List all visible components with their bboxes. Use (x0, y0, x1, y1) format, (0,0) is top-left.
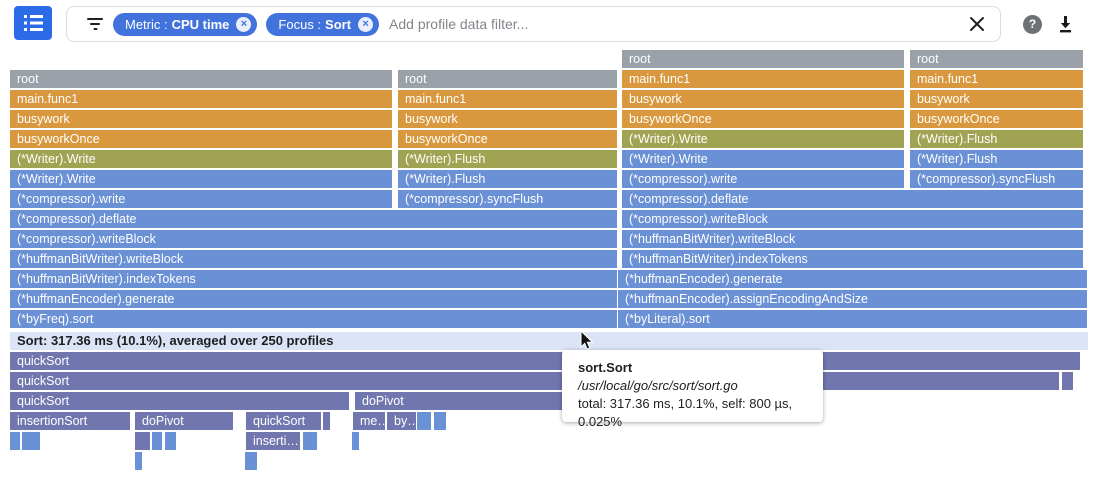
flame-frame[interactable]: doPivot (135, 412, 233, 430)
flame-frame[interactable]: busywork (398, 110, 617, 128)
flame-frame[interactable]: busywork (622, 90, 904, 108)
mouse-cursor (580, 330, 594, 350)
flame-frame[interactable]: (*huffmanBitWriter).indexTokens (622, 250, 1083, 268)
flame-frame[interactable]: (*Writer).Flush (910, 130, 1083, 148)
flame-frame[interactable] (303, 432, 310, 450)
flame-frame[interactable]: quickSort (10, 352, 1080, 370)
download-icon[interactable] (1056, 14, 1075, 38)
flame-frame[interactable]: (*huffmanEncoder).generate (618, 270, 1087, 288)
flame-frame[interactable] (250, 452, 257, 470)
chip-focus-value: Sort (325, 16, 352, 32)
flame-frame[interactable]: (*huffmanBitWriter).writeBlock (10, 250, 617, 268)
flame-frame[interactable]: (*Writer).Write (622, 130, 904, 148)
profile-list-button[interactable] (14, 6, 52, 40)
flame-frame[interactable] (434, 412, 441, 430)
flame-frame[interactable]: main.func1 (910, 70, 1083, 88)
flame-frame[interactable]: (*Writer).Write (10, 150, 392, 168)
chip-metric-value: CPU time (171, 16, 230, 32)
flame-frame[interactable] (33, 432, 40, 450)
filter-chip-metric[interactable]: Metric : CPU time × (113, 12, 258, 36)
filter-input[interactable] (389, 16, 969, 32)
flame-frame[interactable]: busyworkOnce (622, 110, 904, 128)
flame-frame[interactable]: (*compressor).syncFlush (910, 170, 1083, 188)
flame-frame[interactable]: me… (353, 412, 385, 430)
clear-filters-icon[interactable] (969, 16, 985, 32)
chip-focus-remove-icon[interactable]: × (358, 16, 374, 32)
flame-frame[interactable] (152, 432, 162, 450)
flame-frame[interactable]: busywork (910, 90, 1083, 108)
flame-frame[interactable]: quickSort (10, 392, 349, 410)
flame-frame[interactable]: (*Writer).Flush (398, 150, 617, 168)
flame-frame[interactable] (135, 432, 150, 450)
chip-focus-label: Focus : (278, 16, 322, 32)
tooltip-source-path: /usr/local/go/src/sort/sort.go (578, 378, 738, 393)
flame-frame[interactable]: (*huffmanBitWriter).writeBlock (622, 230, 1083, 248)
flame-frame[interactable]: busyworkOnce (910, 110, 1083, 128)
flame-frame[interactable]: (*Writer).Write (622, 150, 904, 168)
tooltip-stats: total: 317.36 ms, 10.1%, self: 800 µs, 0… (578, 396, 793, 429)
flame-frame[interactable]: (*huffmanEncoder).assignEncodingAndSize (618, 290, 1087, 308)
flame-frame[interactable]: by… (387, 412, 416, 430)
flame-frame[interactable]: (*compressor).syncFlush (398, 190, 617, 208)
chip-metric-remove-icon[interactable]: × (236, 16, 252, 32)
flame-frame[interactable] (310, 432, 317, 450)
toolbar: Metric : CPU time × Focus : Sort × ? (0, 0, 1096, 48)
tooltip-function-name: sort.Sort (578, 360, 633, 375)
view-list-icon (23, 15, 43, 31)
flame-frame[interactable] (169, 432, 176, 450)
flame-frame[interactable] (135, 452, 142, 470)
flame-frame[interactable] (245, 452, 252, 470)
flame-frame[interactable]: root (910, 50, 1083, 68)
flame-frame[interactable]: quickSort (10, 372, 1059, 390)
flame-frame[interactable]: (*huffmanEncoder).generate (10, 290, 617, 308)
flame-frame[interactable]: root (622, 50, 904, 68)
flame-frame[interactable] (22, 432, 29, 450)
flame-frame[interactable]: busyworkOnce (398, 130, 617, 148)
flame-frame[interactable]: root (398, 70, 617, 88)
flame-frame[interactable]: (*Writer).Flush (910, 150, 1083, 168)
flame-frame[interactable]: (*compressor).write (622, 170, 904, 188)
flame-frame[interactable] (352, 432, 359, 450)
frame-tooltip: sort.Sort /usr/local/go/src/sort/sort.go… (562, 350, 823, 429)
flame-frame[interactable]: main.func1 (398, 90, 617, 108)
flame-frame[interactable]: main.func1 (10, 90, 392, 108)
flame-frame[interactable]: busywork (10, 110, 392, 128)
flame-frame[interactable] (165, 432, 172, 450)
flame-frame[interactable]: insertionSort (10, 412, 130, 430)
filter-list-icon (87, 18, 103, 30)
filter-bar[interactable]: Metric : CPU time × Focus : Sort × (66, 6, 1001, 42)
flame-frame[interactable]: (*compressor).deflate (10, 210, 617, 228)
filter-chip-focus[interactable]: Focus : Sort × (266, 12, 380, 36)
flame-frame[interactable]: (*byFreq).sort (10, 310, 617, 328)
flame-frame[interactable]: main.func1 (622, 70, 904, 88)
flame-frame[interactable] (27, 432, 34, 450)
flame-frame[interactable]: (*Writer).Write (10, 170, 392, 188)
flame-frame[interactable] (1062, 372, 1073, 390)
flame-frame[interactable]: (*compressor).writeBlock (10, 230, 617, 248)
chip-metric-label: Metric : (125, 16, 168, 32)
flame-frame[interactable]: (*compressor).writeBlock (622, 210, 1083, 228)
flame-frame[interactable]: (*compressor).deflate (622, 190, 1083, 208)
flame-frame[interactable]: (*Writer).Flush (398, 170, 617, 188)
flame-frame[interactable]: (*byLiteral).sort (618, 310, 1087, 328)
flame-frame[interactable]: (*huffmanBitWriter).indexTokens (10, 270, 617, 288)
flame-frame[interactable]: busyworkOnce (10, 130, 392, 148)
flame-focus-row[interactable]: Sort: 317.36 ms (10.1%), averaged over 2… (10, 332, 1088, 350)
flame-frame[interactable]: (*compressor).write (10, 190, 392, 208)
flame-frame[interactable]: root (10, 70, 392, 88)
flame-frame[interactable] (10, 432, 20, 450)
flame-frame[interactable] (323, 412, 330, 430)
flame-frame[interactable]: quickSort (246, 412, 321, 430)
flame-frame[interactable] (439, 412, 446, 430)
flame-frame[interactable]: inserti… (246, 432, 300, 450)
help-icon[interactable]: ? (1023, 15, 1042, 34)
flame-frame[interactable] (417, 412, 431, 430)
